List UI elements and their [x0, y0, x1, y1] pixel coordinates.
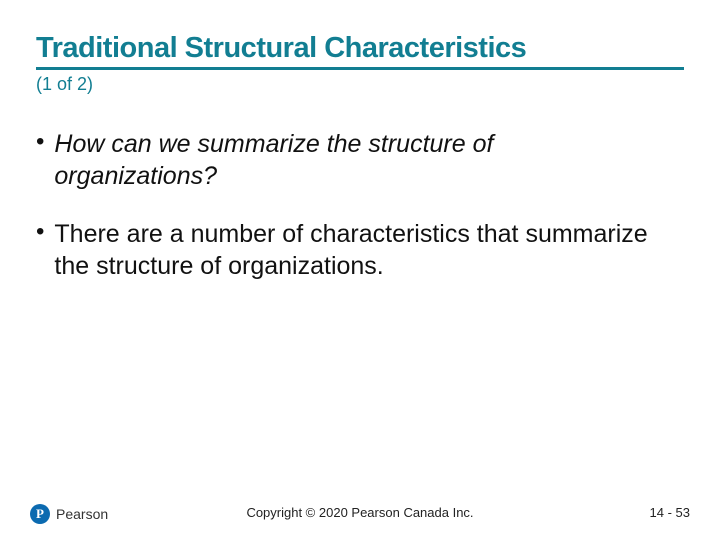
- bullet-marker-icon: •: [36, 128, 44, 157]
- slide-subtitle: (1 of 2): [36, 74, 684, 95]
- bullet-item: • How can we summarize the structure of …: [36, 128, 660, 192]
- title-underline: [36, 67, 684, 70]
- slide-body: • How can we summarize the structure of …: [36, 128, 660, 308]
- footer: P Pearson Copyright © 2020 Pearson Canad…: [0, 494, 720, 524]
- slide-title: Traditional Structural Characteristics: [36, 32, 684, 65]
- copyright-text: Copyright © 2020 Pearson Canada Inc.: [0, 505, 720, 520]
- bullet-marker-icon: •: [36, 218, 44, 247]
- title-block: Traditional Structural Characteristics (…: [36, 32, 684, 95]
- bullet-text: There are a number of characteristics th…: [54, 218, 660, 282]
- page-number: 14 - 53: [650, 505, 690, 520]
- bullet-item: • There are a number of characteristics …: [36, 218, 660, 282]
- slide: Traditional Structural Characteristics (…: [0, 0, 720, 540]
- bullet-text: How can we summarize the structure of or…: [54, 128, 660, 192]
